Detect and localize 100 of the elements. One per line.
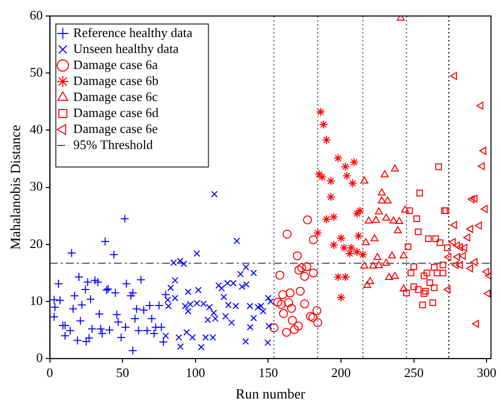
point	[76, 316, 85, 326]
point	[420, 272, 428, 280]
point	[456, 243, 463, 252]
point	[468, 195, 475, 204]
point	[340, 162, 350, 172]
x-tick-label: 150	[258, 364, 278, 380]
point	[308, 268, 318, 278]
point	[460, 244, 468, 252]
point	[132, 304, 142, 314]
point	[463, 234, 470, 242]
point	[430, 284, 438, 292]
point	[354, 231, 363, 240]
y-tick-label: 60	[30, 7, 43, 22]
point	[100, 237, 110, 246]
point	[408, 270, 414, 276]
point	[288, 316, 297, 325]
point	[292, 251, 302, 260]
point	[378, 188, 386, 196]
point	[184, 288, 192, 296]
point	[238, 283, 246, 290]
point	[198, 344, 205, 351]
point	[83, 278, 92, 287]
point	[444, 286, 451, 294]
point	[450, 221, 458, 229]
point	[329, 212, 338, 222]
point	[348, 178, 358, 188]
point	[400, 251, 408, 258]
point	[322, 135, 331, 144]
point	[306, 312, 315, 321]
point	[194, 250, 200, 257]
point	[350, 158, 359, 167]
point	[284, 298, 294, 308]
point	[93, 278, 102, 287]
legend-label: Damage case 6e	[73, 120, 158, 136]
point	[360, 262, 368, 269]
point	[110, 288, 120, 298]
point	[206, 304, 213, 311]
point	[444, 244, 451, 252]
point	[72, 336, 82, 345]
point	[200, 300, 207, 308]
point	[406, 207, 413, 214]
point	[404, 243, 412, 250]
point	[390, 164, 399, 172]
point	[479, 146, 486, 155]
point	[202, 334, 209, 341]
point	[388, 251, 396, 258]
point	[466, 225, 474, 233]
point	[270, 323, 279, 332]
point	[426, 279, 434, 286]
point	[175, 334, 182, 341]
point	[345, 249, 354, 258]
point	[313, 228, 322, 238]
point	[88, 324, 97, 334]
point	[50, 295, 59, 304]
legend-label: Reference healthy data	[73, 24, 193, 40]
point	[294, 266, 304, 275]
point	[250, 270, 257, 276]
x-axis-title: Run number	[236, 387, 306, 402]
point	[276, 300, 286, 309]
point	[372, 216, 380, 223]
point	[339, 243, 348, 252]
legend-label: Damage case 6a	[73, 56, 158, 72]
point	[322, 214, 331, 224]
point	[370, 234, 378, 242]
point	[297, 263, 306, 272]
point	[436, 239, 444, 246]
point	[434, 270, 440, 276]
point	[326, 192, 336, 202]
point	[369, 262, 378, 269]
y-tick-label: 30	[30, 178, 43, 194]
point	[410, 283, 418, 290]
point	[74, 272, 84, 282]
point	[296, 286, 305, 296]
point	[313, 318, 322, 328]
point	[294, 322, 303, 331]
x-tick-label: 50	[116, 364, 130, 380]
point	[278, 290, 288, 300]
point	[172, 277, 178, 284]
point	[109, 250, 118, 260]
point	[128, 288, 138, 298]
point	[312, 306, 322, 316]
point	[224, 280, 231, 287]
point	[250, 314, 257, 322]
point	[346, 243, 356, 252]
point	[358, 250, 368, 260]
point	[230, 280, 237, 287]
point	[374, 261, 383, 268]
legend-label: 95% Threshold	[73, 136, 154, 152]
point	[478, 162, 485, 170]
point	[105, 326, 114, 335]
point	[86, 294, 96, 304]
point	[170, 259, 177, 266]
point	[237, 270, 244, 278]
legend-label: Damage case 6d	[73, 104, 159, 120]
point	[128, 346, 138, 356]
point	[432, 235, 439, 242]
y-tick-label: 40	[30, 122, 43, 137]
point	[303, 215, 312, 224]
legend-label: Unseen healthy data	[73, 40, 179, 56]
point	[318, 172, 327, 182]
